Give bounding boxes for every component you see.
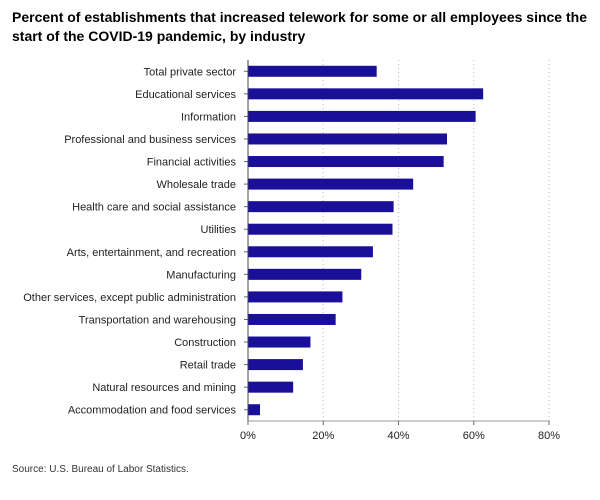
bar [248, 178, 414, 190]
chart-title: Percent of establishments that increased… [12, 9, 587, 44]
category-label: Construction [174, 337, 236, 349]
tick-labels: 0% 20% 40% 60% 80% [240, 430, 560, 442]
bar [248, 381, 294, 393]
x-tick-label: 80% [538, 430, 560, 442]
category-labels: Total private sector Educational services… [23, 66, 236, 416]
bar [248, 201, 394, 213]
category-label: Transportation and warehousing [79, 314, 236, 326]
x-tick-label: 40% [387, 430, 409, 442]
bar [248, 404, 261, 416]
bar [248, 268, 362, 280]
axes [244, 60, 550, 425]
bar [248, 336, 311, 348]
category-label: Educational services [135, 89, 236, 101]
x-tick-label: 60% [463, 430, 485, 442]
category-label: Information [181, 111, 236, 123]
category-label: Natural resources and mining [92, 382, 236, 394]
category-label: Professional and business services [64, 134, 236, 146]
category-label: Manufacturing [166, 269, 236, 281]
bar [248, 156, 444, 168]
category-label: Financial activities [147, 157, 237, 169]
bar [248, 110, 476, 122]
x-tick-label: 0% [240, 430, 256, 442]
category-label: Retail trade [180, 360, 236, 372]
category-label: Arts, entertainment, and recreation [67, 247, 236, 259]
category-label: Health care and social assistance [72, 202, 236, 214]
x-tick-label: 20% [312, 430, 334, 442]
bars [248, 65, 484, 416]
category-label: Accommodation and food services [68, 405, 237, 417]
category-label: Wholesale trade [157, 179, 237, 191]
category-label: Other services, except public administra… [23, 292, 236, 304]
bar [248, 246, 373, 258]
bar [248, 223, 393, 235]
bar [248, 133, 448, 145]
category-label: Total private sector [144, 66, 237, 78]
bar [248, 359, 303, 371]
bar [248, 65, 377, 77]
bar [248, 291, 343, 303]
bar [248, 88, 484, 100]
category-label: Utilities [201, 224, 237, 236]
bar [248, 313, 336, 325]
source-note: Source: U.S. Bureau of Labor Statistics. [12, 464, 189, 475]
